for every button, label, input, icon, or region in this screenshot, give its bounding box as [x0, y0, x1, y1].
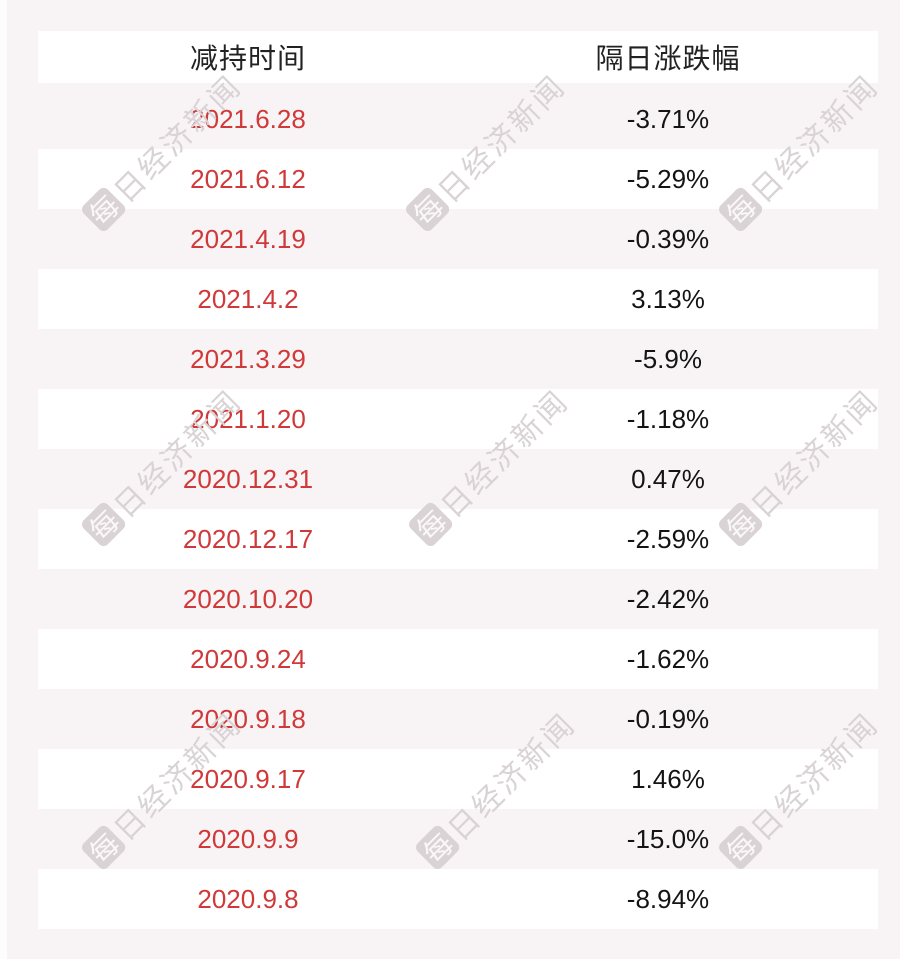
change-cell: -2.42% [626, 583, 710, 614]
date-cell: 2021.4.19 [190, 223, 306, 254]
change-cell: -1.62% [626, 643, 710, 674]
table-row: 2021.1.20 -1.18% [38, 389, 878, 449]
date-cell: 2021.1.20 [190, 403, 306, 434]
change-cell: -5.29% [626, 163, 710, 194]
date-cell: 2020.10.20 [182, 583, 314, 614]
table-row: 2020.12.17 -2.59% [38, 509, 878, 569]
change-cell: -0.39% [626, 223, 710, 254]
change-cell: 1.46% [631, 763, 705, 794]
table-row: 2021.4.19 -0.39% [38, 209, 878, 269]
date-cell: 2021.3.29 [190, 343, 306, 374]
date-cell: 2020.9.24 [190, 643, 306, 674]
table-row: 2020.12.31 0.47% [38, 449, 878, 509]
table-row: 2021.6.12 -5.29% [38, 149, 878, 209]
change-cell: -8.94% [626, 883, 710, 914]
table-header-row: 减持时间 隔日涨跌幅 [38, 31, 878, 83]
table-row: 2021.6.28 -3.71% [38, 89, 878, 149]
table-row: 2020.9.17 1.46% [38, 749, 878, 809]
change-cell: -3.71% [626, 103, 710, 134]
column-header-change: 隔日涨跌幅 [595, 43, 741, 74]
date-cell: 2021.6.28 [190, 103, 306, 134]
date-cell: 2020.9.18 [190, 703, 306, 734]
table-row: 2020.9.9 -15.0% [38, 809, 878, 869]
date-cell: 2020.9.17 [190, 763, 306, 794]
change-cell: -1.18% [626, 403, 710, 434]
table-row: 2020.9.24 -1.62% [38, 629, 878, 689]
change-cell: 0.47% [631, 463, 705, 494]
change-cell: 3.13% [631, 283, 705, 314]
table-body: 2021.6.28 -3.71% 2021.6.12 -5.29% 2021.4… [38, 89, 878, 929]
change-cell: -2.59% [626, 523, 710, 554]
date-cell: 2020.12.31 [182, 463, 314, 494]
table-row: 2021.3.29 -5.9% [38, 329, 878, 389]
table-row: 2020.10.20 -2.42% [38, 569, 878, 629]
date-cell: 2020.9.9 [197, 823, 299, 854]
table-row: 2020.9.8 -8.94% [38, 869, 878, 929]
date-cell: 2021.6.12 [190, 163, 306, 194]
table-row: 2020.9.18 -0.19% [38, 689, 878, 749]
change-cell: -0.19% [626, 703, 710, 734]
date-cell: 2020.9.8 [197, 883, 299, 914]
left-edge-strip [0, 0, 7, 959]
change-cell: -5.9% [634, 343, 702, 374]
reduction-table: 减持时间 隔日涨跌幅 2021.6.28 -3.71% 2021.6.12 -5… [38, 31, 878, 929]
change-cell: -15.0% [626, 823, 710, 854]
table-row: 2021.4.2 3.13% [38, 269, 878, 329]
date-cell: 2021.4.2 [197, 283, 299, 314]
column-header-date: 减持时间 [189, 43, 306, 74]
date-cell: 2020.12.17 [182, 523, 314, 554]
